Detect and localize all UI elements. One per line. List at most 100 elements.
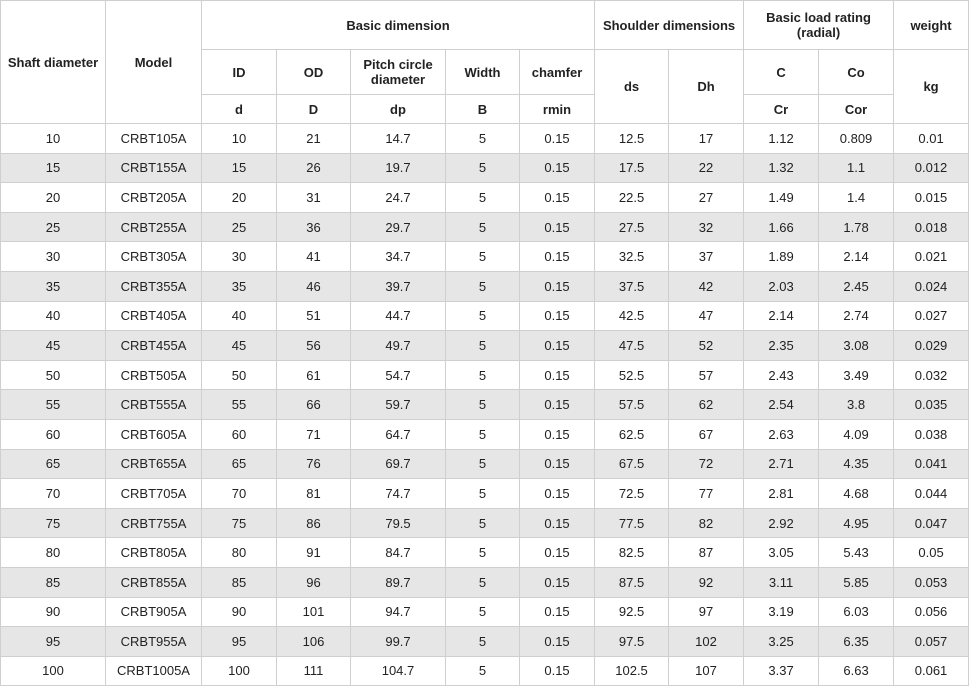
- table-cell: 6.03: [818, 596, 895, 628]
- table-cell: 0.015: [893, 182, 970, 213]
- table-cell: 76: [276, 448, 351, 480]
- table-cell: 5: [445, 655, 520, 687]
- table-cell: 1.1: [818, 152, 895, 184]
- table-cell: 34.7: [350, 241, 446, 272]
- header-cell: Model: [105, 0, 202, 124]
- table-cell: 0.029: [893, 330, 970, 361]
- table-cell: 5.43: [818, 537, 895, 568]
- table-cell: CRBT705A: [105, 478, 202, 509]
- header-cell: Co: [818, 49, 895, 95]
- table-cell: 0.15: [518, 182, 596, 213]
- table-cell: 0.15: [518, 418, 596, 450]
- table-cell: 42: [668, 270, 745, 302]
- table-cell: 71: [276, 418, 351, 450]
- header-text: Basic load rating (radial): [766, 10, 871, 40]
- table-cell: 12.5: [594, 123, 670, 154]
- header-cell: Cor: [818, 94, 895, 124]
- table-cell: CRBT555A: [105, 389, 202, 420]
- table-cell: 35: [0, 270, 106, 302]
- table-cell: 26: [276, 152, 351, 184]
- table-cell: 3.25: [743, 626, 820, 657]
- table-cell: 37: [668, 241, 745, 272]
- table-cell: 25: [0, 211, 106, 243]
- table-row: 20 CRBT205A 20 31 24.7 5 0.15 22.5 27 1.49 1.4 0.01…: [0, 182, 970, 213]
- table-cell: 0.057: [893, 626, 970, 657]
- table-cell: 56: [276, 330, 351, 361]
- header-cell: d: [201, 94, 277, 124]
- table-cell: 100: [201, 655, 277, 687]
- table-cell: CRBT805A: [105, 537, 202, 568]
- header-cell: D: [276, 94, 351, 124]
- table-cell: 0.15: [518, 448, 596, 480]
- table-cell: 50: [201, 359, 277, 391]
- table-cell: CRBT655A: [105, 448, 202, 480]
- table-cell: 0.01: [893, 123, 970, 154]
- table-cell: CRBT455A: [105, 330, 202, 361]
- table-cell: 0.15: [518, 152, 596, 184]
- table-cell: 0.15: [518, 300, 596, 332]
- table-cell: 54.7: [350, 359, 446, 391]
- table-cell: 62: [668, 389, 745, 420]
- table-cell: 0.024: [893, 270, 970, 302]
- table-cell: 47.5: [594, 330, 670, 361]
- table-cell: 5: [445, 123, 520, 154]
- table-cell: 1.4: [818, 182, 895, 213]
- table-cell: 3.8: [818, 389, 895, 420]
- header-row: Shaft diameter Model Basic dimension Sho…: [0, 0, 970, 124]
- table-cell: 0.056: [893, 596, 970, 628]
- table-cell: 60: [201, 418, 277, 450]
- table-cell: 102: [668, 626, 745, 657]
- table-cell: 92: [668, 566, 745, 598]
- table-cell: 25: [201, 211, 277, 243]
- table-cell: CRBT605A: [105, 418, 202, 450]
- table-cell: 3.05: [743, 537, 820, 568]
- table-cell: 82: [668, 507, 745, 539]
- table-cell: 31: [276, 182, 351, 213]
- table-cell: 67.5: [594, 448, 670, 480]
- table-cell: 5: [445, 418, 520, 450]
- table-row: 50 CRBT505A 50 61 54.7 5 0.15 52.5 57 2.43 3.49 0.0…: [0, 359, 970, 391]
- table-cell: CRBT105A: [105, 123, 202, 154]
- table-cell: 97.5: [594, 626, 670, 657]
- table-cell: CRBT355A: [105, 270, 202, 302]
- table-cell: 2.35: [743, 330, 820, 361]
- table-cell: 1.66: [743, 211, 820, 243]
- header-cell: Cr: [743, 94, 820, 124]
- table-cell: 22: [668, 152, 745, 184]
- table-cell: 75: [0, 507, 106, 539]
- table-header: Shaft diameter Model Basic dimension Sho…: [0, 0, 970, 124]
- table-cell: 24.7: [350, 182, 446, 213]
- table-cell: 99.7: [350, 626, 446, 657]
- table-cell: 2.03: [743, 270, 820, 302]
- table-cell: 106: [276, 626, 351, 657]
- table-cell: CRBT405A: [105, 300, 202, 332]
- table-cell: 2.14: [743, 300, 820, 332]
- table-cell: 104.7: [350, 655, 446, 687]
- table-cell: 64.7: [350, 418, 446, 450]
- table-cell: 4.68: [818, 478, 895, 509]
- table-cell: CRBT305A: [105, 241, 202, 272]
- table-cell: 0.15: [518, 389, 596, 420]
- table-cell: 60: [0, 418, 106, 450]
- table-cell: CRBT155A: [105, 152, 202, 184]
- table-cell: 2.74: [818, 300, 895, 332]
- table-cell: 36: [276, 211, 351, 243]
- table-cell: 0.15: [518, 596, 596, 628]
- table-cell: 5.85: [818, 566, 895, 598]
- table-cell: 14.7: [350, 123, 446, 154]
- table-row: 40 CRBT405A 40 51 44.7 5 0.15 42.5 47 2.14 2.74 0.0…: [0, 300, 970, 332]
- table-cell: 100: [0, 655, 106, 687]
- table-cell: 65: [201, 448, 277, 480]
- header-cell: Basic load rating (radial): [743, 0, 895, 50]
- table-cell: 0.053: [893, 566, 970, 598]
- table-cell: CRBT205A: [105, 182, 202, 213]
- header-cell: weight: [893, 0, 970, 50]
- table-cell: 57.5: [594, 389, 670, 420]
- table-cell: 0.15: [518, 626, 596, 657]
- table-cell: 1.89: [743, 241, 820, 272]
- table-cell: 75: [201, 507, 277, 539]
- table-cell: 3.11: [743, 566, 820, 598]
- table-cell: 0.15: [518, 359, 596, 391]
- table-cell: 70: [201, 478, 277, 509]
- table-cell: 0.05: [893, 537, 970, 568]
